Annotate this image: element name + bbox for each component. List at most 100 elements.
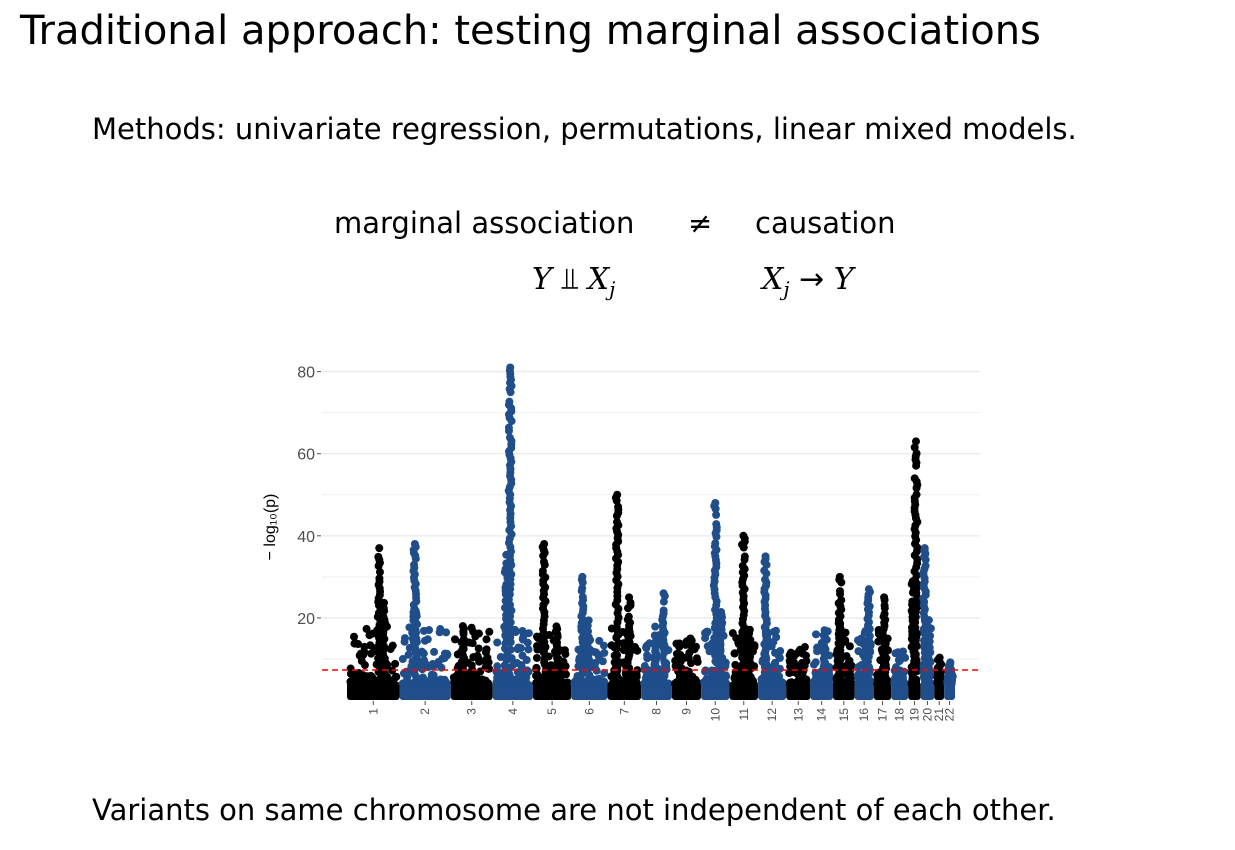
snp-point bbox=[538, 567, 547, 576]
snp-point bbox=[835, 679, 844, 688]
snp-peak-point bbox=[717, 607, 726, 616]
snp-peak-point bbox=[659, 589, 668, 598]
snp-point bbox=[762, 679, 771, 688]
snp-point bbox=[551, 679, 560, 688]
x-tick-label: 15 bbox=[837, 708, 851, 722]
snp-point bbox=[703, 627, 712, 636]
snp-peak-point bbox=[761, 629, 770, 638]
snp-point bbox=[614, 502, 623, 511]
snp-point bbox=[398, 655, 407, 664]
snp-point bbox=[771, 658, 780, 667]
not-equal-symbol: ≠ bbox=[688, 206, 713, 240]
snp-point bbox=[691, 679, 700, 688]
snp-point bbox=[533, 645, 542, 654]
snp-point bbox=[425, 626, 434, 635]
snp-point bbox=[379, 679, 388, 688]
snp-point bbox=[557, 679, 566, 688]
snp-point bbox=[474, 654, 483, 663]
snp-point bbox=[611, 679, 620, 688]
snp-peak-point bbox=[584, 616, 593, 625]
x-tick-label: 5 bbox=[545, 708, 559, 715]
snp-point bbox=[428, 659, 437, 668]
snp-point bbox=[559, 657, 568, 666]
snp-point bbox=[524, 645, 533, 654]
slide-title: Traditional approach: testing marginal a… bbox=[20, 8, 1041, 54]
x-tick-label: 19 bbox=[907, 708, 921, 722]
snp-point bbox=[375, 568, 384, 577]
x-tick-label: 7 bbox=[617, 708, 631, 715]
y-tick-label: 20 bbox=[297, 611, 315, 628]
snp-point bbox=[912, 449, 921, 458]
snp-point bbox=[894, 648, 903, 657]
snp-point bbox=[597, 676, 606, 685]
snp-point bbox=[512, 658, 521, 667]
snp-point bbox=[651, 622, 660, 631]
snp-point bbox=[612, 518, 621, 527]
snp-point bbox=[513, 679, 522, 688]
snp-peak-point bbox=[835, 572, 844, 581]
snp-point bbox=[457, 679, 466, 688]
y-axis-label: − log₁₀(p) bbox=[262, 494, 279, 561]
snp-point bbox=[692, 654, 701, 663]
snp-peak-point bbox=[881, 637, 890, 646]
snp-peak-point bbox=[908, 577, 917, 586]
snp-point bbox=[681, 640, 690, 649]
x-tick-label: 3 bbox=[465, 708, 479, 715]
snp-point bbox=[730, 649, 739, 658]
x-tick-label: 14 bbox=[815, 708, 829, 722]
snp-point bbox=[524, 667, 533, 676]
snp-point bbox=[659, 606, 668, 615]
snp-point bbox=[368, 673, 377, 682]
snp-point bbox=[907, 679, 916, 688]
snp-point bbox=[471, 632, 480, 641]
snp-point bbox=[800, 643, 809, 652]
snp-point bbox=[772, 633, 781, 642]
snp-point bbox=[356, 678, 365, 687]
snp-point bbox=[722, 679, 731, 688]
snp-point bbox=[350, 639, 359, 648]
snp-point bbox=[785, 669, 794, 678]
snp-point bbox=[594, 650, 603, 659]
snp-peak-point bbox=[947, 671, 956, 680]
snp-point bbox=[539, 679, 548, 688]
snp-point bbox=[375, 574, 384, 583]
x-tick-label: 6 bbox=[582, 708, 596, 715]
snp-point bbox=[660, 679, 669, 688]
formula-x: X bbox=[587, 262, 610, 297]
snp-point bbox=[738, 660, 747, 669]
snp-point bbox=[910, 474, 919, 483]
snp-point bbox=[500, 661, 509, 670]
snp-point bbox=[502, 559, 511, 568]
causation-formula: Xj → Y bbox=[762, 262, 854, 301]
independence-symbol: ⫫ bbox=[561, 262, 579, 297]
snp-point bbox=[642, 644, 651, 653]
snp-peak-point bbox=[458, 622, 467, 631]
snp-point bbox=[600, 669, 609, 678]
snp-peak-point bbox=[625, 593, 634, 602]
independence-formula: Y ⫫ Xj bbox=[532, 262, 615, 301]
y-tick-label: 40 bbox=[297, 529, 315, 546]
snp-point bbox=[728, 629, 737, 638]
snp-point bbox=[505, 397, 514, 406]
snp-point bbox=[846, 674, 855, 683]
snp-point bbox=[901, 653, 910, 662]
snp-point bbox=[502, 580, 511, 589]
snp-point bbox=[625, 669, 634, 678]
snp-point bbox=[660, 669, 669, 678]
snp-point bbox=[611, 658, 620, 667]
snp-point bbox=[712, 520, 721, 529]
snp-point bbox=[761, 575, 770, 584]
snp-point bbox=[844, 665, 853, 674]
snp-point bbox=[374, 552, 383, 561]
snp-point bbox=[686, 634, 695, 643]
snp-point bbox=[600, 648, 609, 657]
snp-point bbox=[809, 660, 818, 669]
snp-peak-point bbox=[892, 663, 901, 672]
snp-point bbox=[738, 679, 747, 688]
snp-peak-point bbox=[820, 626, 829, 635]
snp-point bbox=[450, 635, 459, 644]
snp-point bbox=[388, 641, 397, 650]
snp-point bbox=[450, 678, 459, 687]
snp-point bbox=[423, 635, 432, 644]
snp-point bbox=[626, 679, 635, 688]
